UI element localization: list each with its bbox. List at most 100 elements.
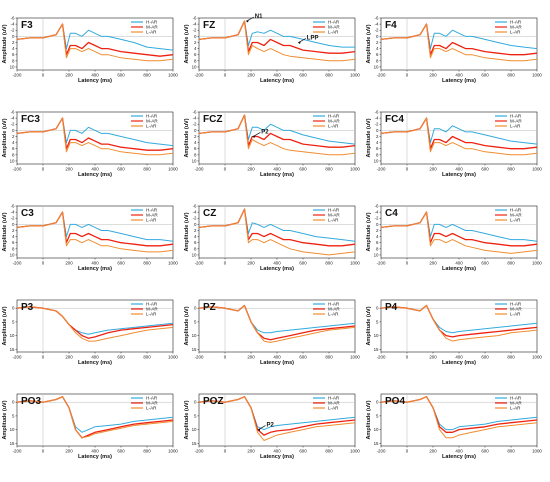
y-tick-label: 5 <box>194 413 197 418</box>
x-tick-label: 0 <box>406 73 409 78</box>
legend-label: H-AR <box>510 20 522 25</box>
legend-label: L-AR <box>146 218 157 223</box>
legend-label: H-AR <box>146 208 158 213</box>
x-axis-label: Latency (ms) <box>260 360 294 366</box>
legend-label: L-AR <box>328 30 339 35</box>
x-tick-label: 0 <box>224 449 227 454</box>
x-tick-label: 800 <box>507 261 515 266</box>
y-tick-label: 8 <box>12 246 15 251</box>
panel-title: FZ <box>203 20 215 31</box>
x-tick-label: 600 <box>481 73 489 78</box>
x-tick-label: 800 <box>143 261 151 266</box>
y-tick-label: 8 <box>12 152 15 157</box>
x-tick-label: 400 <box>91 73 99 78</box>
x-tick-label: 0 <box>406 167 409 172</box>
y-tick-label: 0 <box>194 222 197 227</box>
y-tick-label: 0 <box>376 34 379 39</box>
y-tick-label: 4 <box>12 234 15 239</box>
y-tick-label: -4 <box>375 116 379 121</box>
annotation-label: P2 <box>267 423 275 429</box>
y-tick-label: 0 <box>12 400 15 405</box>
x-axis-label: Latency (ms) <box>260 266 294 272</box>
y-tick-label: -6 <box>375 110 379 115</box>
legend-label: H-AR <box>328 302 340 307</box>
y-tick-label: 15 <box>192 347 197 352</box>
y-tick-label: -4 <box>11 22 15 27</box>
x-tick-label: 1000 <box>532 449 542 454</box>
y-tick-label: -2 <box>11 28 15 33</box>
x-tick-label: 400 <box>273 167 281 172</box>
y-axis-label: Amplitude (uV) <box>2 400 8 439</box>
legend-label: L-AR <box>510 124 521 129</box>
x-axis-label: Latency (ms) <box>78 266 112 272</box>
annotation-arrowhead <box>252 134 256 138</box>
y-tick-label: -6 <box>375 204 379 209</box>
panel-title: PO4 <box>385 396 405 407</box>
x-tick-label: 200 <box>429 73 437 78</box>
y-tick-label: 4 <box>376 46 379 51</box>
x-tick-label: 600 <box>117 261 125 266</box>
x-tick-label: 1000 <box>350 167 360 172</box>
x-tick-label: 600 <box>117 449 125 454</box>
y-axis-label: Amplitude (uV) <box>184 118 190 157</box>
x-tick-label: 0 <box>406 449 409 454</box>
x-tick-label: 800 <box>143 73 151 78</box>
legend-label: M-AR <box>510 401 522 406</box>
x-tick-label: -200 <box>13 449 22 454</box>
y-tick-label: 10 <box>10 427 15 432</box>
legend-label: M-AR <box>146 401 158 406</box>
x-tick-label: 400 <box>91 261 99 266</box>
annotation-n1: N1 <box>245 14 263 23</box>
x-axis-label: Latency (ms) <box>442 360 476 366</box>
y-tick-label: 8 <box>12 58 15 63</box>
legend-label: M-AR <box>510 213 522 218</box>
y-tick-label: 10 <box>10 64 15 69</box>
legend-label: M-AR <box>146 307 158 312</box>
legend-label: L-AR <box>146 406 157 411</box>
annotation-arrowhead <box>257 428 261 432</box>
x-tick-label: 1000 <box>532 261 542 266</box>
y-tick-label: 2 <box>376 228 379 233</box>
legend-label: L-AR <box>510 406 521 411</box>
panel-title: PZ <box>203 302 216 313</box>
x-tick-label: 0 <box>224 355 227 360</box>
y-axis-label: Amplitude (uV) <box>2 212 8 251</box>
y-tick-label: 0 <box>194 306 197 311</box>
x-tick-label: 1000 <box>350 261 360 266</box>
x-tick-label: 200 <box>247 73 255 78</box>
y-tick-label: 10 <box>192 333 197 338</box>
x-tick-label: -200 <box>377 73 386 78</box>
x-tick-label: 0 <box>406 355 409 360</box>
y-tick-label: 4 <box>194 234 197 239</box>
x-tick-label: 800 <box>325 355 333 360</box>
panel-title: C3 <box>21 208 34 219</box>
x-axis-label: Latency (ms) <box>260 454 294 460</box>
y-tick-label: 2 <box>194 40 197 45</box>
y-tick-label: 0 <box>12 222 15 227</box>
y-tick-label: 15 <box>374 347 379 352</box>
x-tick-label: 200 <box>247 167 255 172</box>
legend-label: M-AR <box>328 119 340 124</box>
y-tick-label: 6 <box>12 146 15 151</box>
x-tick-label: 800 <box>325 449 333 454</box>
legend-label: L-AR <box>146 312 157 317</box>
series-line-l-ar <box>380 117 538 156</box>
panel-poz: 0 5 10 15 -200 0 200 400 600 800 1000 Latency (ms) A… <box>184 393 360 460</box>
x-tick-label: 200 <box>247 449 255 454</box>
series-line-l-ar <box>198 305 356 343</box>
x-tick-label: 1000 <box>168 73 178 78</box>
y-tick-label: 0 <box>194 400 197 405</box>
series-line-l-ar <box>198 114 356 156</box>
legend-label: M-AR <box>510 119 522 124</box>
legend-label: H-AR <box>328 114 340 119</box>
x-tick-label: 1000 <box>350 355 360 360</box>
x-tick-label: 0 <box>42 167 45 172</box>
series-line-l-ar <box>16 117 174 156</box>
y-tick-label: 10 <box>374 252 379 257</box>
x-tick-label: 600 <box>481 167 489 172</box>
y-tick-label: 8 <box>376 58 379 63</box>
x-tick-label: -200 <box>377 167 386 172</box>
y-tick-label: 10 <box>192 158 197 163</box>
